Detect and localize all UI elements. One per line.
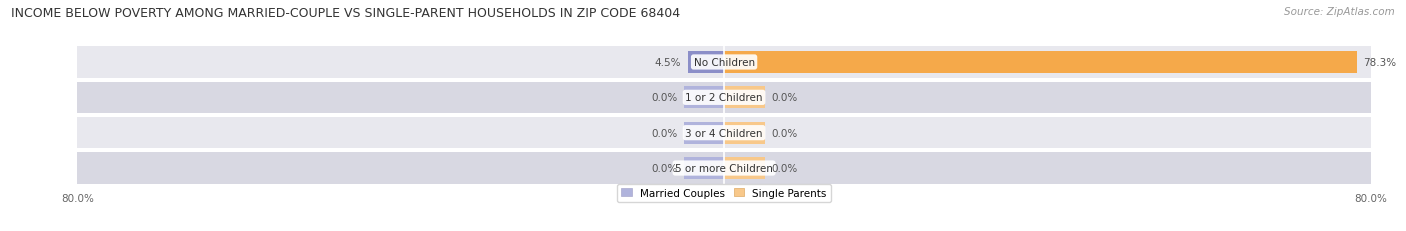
Text: 0.0%: 0.0%	[651, 128, 678, 138]
Bar	[683, 122, 724, 144]
Text: 0.0%: 0.0%	[770, 163, 797, 173]
Text: 0.0%: 0.0%	[651, 163, 678, 173]
Bar	[724, 157, 765, 179]
Bar	[688, 52, 724, 74]
Bar	[77, 118, 1371, 149]
Bar	[683, 87, 724, 109]
Bar	[683, 157, 724, 179]
Text: 1 or 2 Children: 1 or 2 Children	[685, 93, 763, 103]
Bar	[77, 82, 1371, 113]
Text: 4.5%: 4.5%	[655, 58, 682, 68]
Text: 5 or more Children: 5 or more Children	[675, 163, 773, 173]
Bar	[77, 47, 1371, 78]
Bar	[724, 87, 765, 109]
Text: INCOME BELOW POVERTY AMONG MARRIED-COUPLE VS SINGLE-PARENT HOUSEHOLDS IN ZIP COD: INCOME BELOW POVERTY AMONG MARRIED-COUPL…	[11, 7, 681, 20]
Bar	[724, 52, 1357, 74]
Legend: Married Couples, Single Parents: Married Couples, Single Parents	[617, 184, 831, 202]
Text: 0.0%: 0.0%	[651, 93, 678, 103]
Text: No Children: No Children	[693, 58, 755, 68]
Text: 0.0%: 0.0%	[770, 128, 797, 138]
Text: 3 or 4 Children: 3 or 4 Children	[685, 128, 763, 138]
Text: 0.0%: 0.0%	[770, 93, 797, 103]
Text: 78.3%: 78.3%	[1364, 58, 1396, 68]
Bar	[77, 153, 1371, 184]
Text: Source: ZipAtlas.com: Source: ZipAtlas.com	[1284, 7, 1395, 17]
Bar	[724, 122, 765, 144]
